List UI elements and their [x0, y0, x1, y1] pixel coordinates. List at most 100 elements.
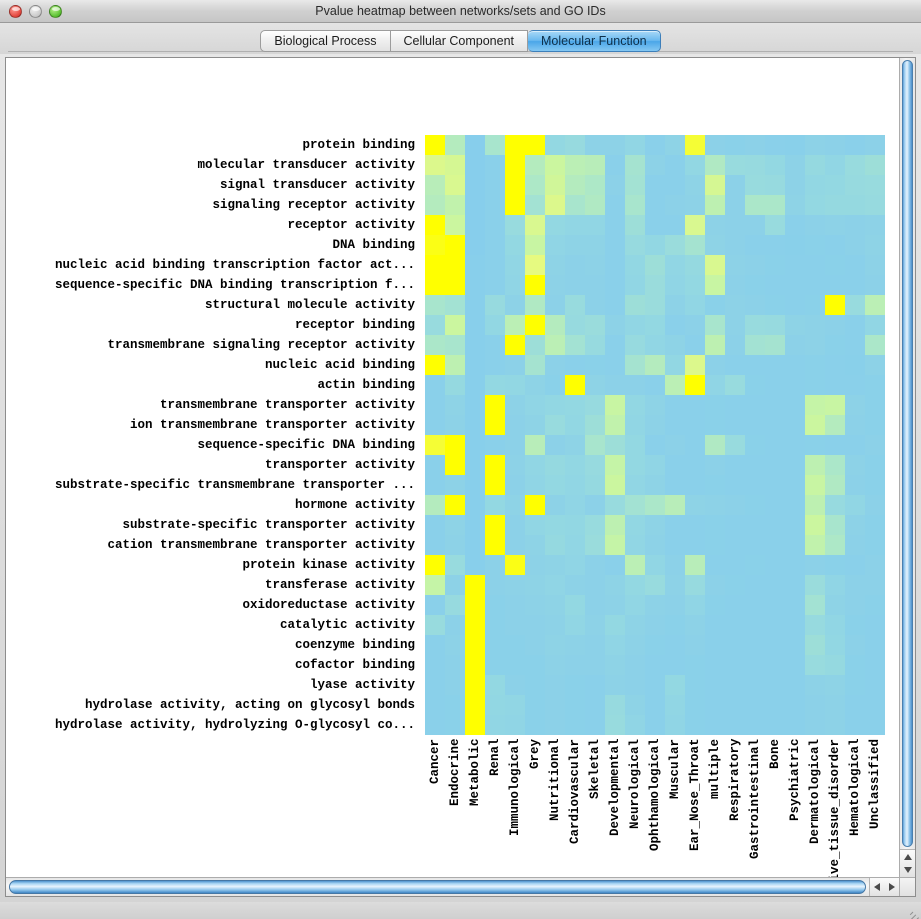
heatmap-cell[interactable] — [625, 255, 645, 275]
heatmap-cell[interactable] — [645, 675, 665, 695]
heatmap-cell[interactable] — [785, 135, 805, 155]
heatmap-cell[interactable] — [565, 435, 585, 455]
heatmap-cell[interactable] — [665, 195, 685, 215]
heatmap-cell[interactable] — [465, 715, 485, 735]
heatmap-cell[interactable] — [545, 135, 565, 155]
heatmap-cell[interactable] — [445, 575, 465, 595]
heatmap-cell[interactable] — [705, 175, 725, 195]
horizontal-scroll-track[interactable] — [6, 878, 869, 896]
heatmap-cell[interactable] — [805, 595, 825, 615]
heatmap-cell[interactable] — [845, 135, 865, 155]
heatmap-cell[interactable] — [445, 355, 465, 375]
heatmap-cell[interactable] — [745, 455, 765, 475]
heatmap-cell[interactable] — [765, 335, 785, 355]
heatmap-cell[interactable] — [845, 275, 865, 295]
heatmap-cell[interactable] — [825, 275, 845, 295]
heatmap-cell[interactable] — [805, 435, 825, 455]
heatmap-cell[interactable] — [645, 595, 665, 615]
heatmap-cell[interactable] — [825, 535, 845, 555]
heatmap-cell[interactable] — [705, 135, 725, 155]
heatmap-cell[interactable] — [565, 715, 585, 735]
heatmap-cell[interactable] — [845, 595, 865, 615]
heatmap-cell[interactable] — [445, 275, 465, 295]
heatmap-cell[interactable] — [825, 375, 845, 395]
heatmap-cell[interactable] — [545, 255, 565, 275]
heatmap-cell[interactable] — [725, 575, 745, 595]
heatmap-cell[interactable] — [685, 515, 705, 535]
heatmap-cell[interactable] — [645, 295, 665, 315]
heatmap-cell[interactable] — [505, 215, 525, 235]
heatmap-cell[interactable] — [605, 395, 625, 415]
heatmap-cell[interactable] — [725, 135, 745, 155]
heatmap-cell[interactable] — [765, 455, 785, 475]
heatmap-cell[interactable] — [585, 355, 605, 375]
heatmap-cell[interactable] — [825, 355, 845, 375]
heatmap-cell[interactable] — [705, 695, 725, 715]
close-button-icon[interactable] — [9, 4, 22, 18]
heatmap-cell[interactable] — [805, 515, 825, 535]
heatmap-cell[interactable] — [605, 135, 625, 155]
heatmap-cell[interactable] — [785, 395, 805, 415]
heatmap-cell[interactable] — [585, 515, 605, 535]
heatmap-cell[interactable] — [605, 575, 625, 595]
heatmap-cell[interactable] — [865, 295, 885, 315]
heatmap-cell[interactable] — [585, 415, 605, 435]
heatmap-cell[interactable] — [425, 295, 445, 315]
heatmap-cell[interactable] — [445, 535, 465, 555]
heatmap-cell[interactable] — [645, 175, 665, 195]
heatmap-cell[interactable] — [645, 455, 665, 475]
heatmap-cell[interactable] — [545, 635, 565, 655]
heatmap-cell[interactable] — [605, 435, 625, 455]
heatmap-cell[interactable] — [645, 655, 665, 675]
heatmap-cell[interactable] — [785, 275, 805, 295]
heatmap-cell[interactable] — [465, 555, 485, 575]
heatmap-cell[interactable] — [605, 275, 625, 295]
heatmap-cell[interactable] — [505, 395, 525, 415]
heatmap-cell[interactable] — [845, 575, 865, 595]
heatmap-cell[interactable] — [445, 495, 465, 515]
heatmap-cell[interactable] — [525, 615, 545, 635]
heatmap-cell[interactable] — [865, 275, 885, 295]
heatmap-cell[interactable] — [865, 255, 885, 275]
heatmap-cell[interactable] — [445, 135, 465, 155]
heatmap-cell[interactable] — [605, 355, 625, 375]
heatmap-cell[interactable] — [505, 595, 525, 615]
heatmap-cell[interactable] — [545, 195, 565, 215]
heatmap-cell[interactable] — [645, 635, 665, 655]
heatmap-cell[interactable] — [665, 515, 685, 535]
heatmap-cell[interactable] — [785, 615, 805, 635]
heatmap-cell[interactable] — [445, 515, 465, 535]
heatmap-cell[interactable] — [745, 355, 765, 375]
heatmap-cell[interactable] — [565, 655, 585, 675]
heatmap-cell[interactable] — [665, 235, 685, 255]
heatmap-cell[interactable] — [485, 315, 505, 335]
heatmap-cell[interactable] — [625, 135, 645, 155]
heatmap-cell[interactable] — [645, 615, 665, 635]
heatmap-cell[interactable] — [765, 295, 785, 315]
heatmap-cell[interactable] — [845, 455, 865, 475]
heatmap-cell[interactable] — [805, 195, 825, 215]
heatmap-cell[interactable] — [465, 615, 485, 635]
heatmap-cell[interactable] — [525, 235, 545, 255]
heatmap-cell[interactable] — [565, 275, 585, 295]
heatmap-cell[interactable] — [725, 535, 745, 555]
tab-cellular-component[interactable]: Cellular Component — [390, 30, 528, 52]
heatmap-cell[interactable] — [765, 515, 785, 535]
heatmap-cell[interactable] — [645, 515, 665, 535]
heatmap-cell[interactable] — [465, 575, 485, 595]
heatmap-cell[interactable] — [705, 395, 725, 415]
heatmap-cell[interactable] — [845, 655, 865, 675]
heatmap-cell[interactable] — [825, 455, 845, 475]
heatmap-cell[interactable] — [725, 295, 745, 315]
heatmap-cell[interactable] — [525, 555, 545, 575]
heatmap-cell[interactable] — [705, 275, 725, 295]
heatmap-cell[interactable] — [685, 255, 705, 275]
heatmap-cell[interactable] — [425, 515, 445, 535]
heatmap-cell[interactable] — [645, 715, 665, 735]
heatmap-cell[interactable] — [525, 515, 545, 535]
heatmap-cell[interactable] — [445, 335, 465, 355]
heatmap-cell[interactable] — [725, 475, 745, 495]
heatmap-cell[interactable] — [705, 615, 725, 635]
heatmap-cell[interactable] — [485, 275, 505, 295]
heatmap-cell[interactable] — [685, 535, 705, 555]
